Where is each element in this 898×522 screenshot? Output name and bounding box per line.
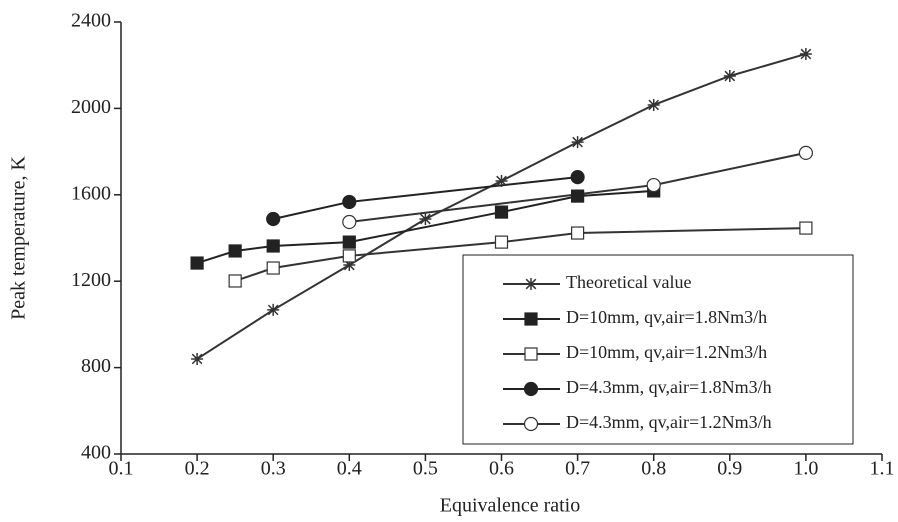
y-axis-label: Peak temperature, K: [8, 156, 30, 320]
x-tick-label: 0.8: [641, 458, 666, 480]
x-tick-label: 0.4: [337, 458, 362, 480]
marker: [494, 205, 509, 219]
legend-label: D=4.3mm, qv,air=1.8Nm3/h: [566, 377, 772, 397]
marker: [523, 416, 539, 432]
x-tick-label: 0.1: [109, 458, 134, 480]
y-tick-label: 2000: [71, 96, 111, 118]
y-tick-label: 1600: [71, 182, 111, 204]
legend-label: D=10mm, qv,air=1.2Nm3/h: [566, 342, 767, 362]
x-tick-label: 0.6: [489, 458, 514, 480]
marker: [799, 221, 813, 235]
marker: [342, 214, 357, 230]
marker: [494, 235, 509, 249]
marker: [525, 278, 537, 290]
legend-label: D=4.3mm, qv,air=1.2Nm3/h: [566, 412, 772, 432]
y-tick-label: 2400: [71, 10, 111, 32]
marker: [523, 381, 539, 397]
marker: [343, 259, 356, 271]
marker: [524, 312, 538, 326]
legend-label: D=10mm, qv,air=1.8Nm3/h: [566, 307, 767, 327]
x-tick-label: 0.3: [261, 458, 286, 480]
marker: [419, 212, 432, 225]
y-tick-label: 400: [81, 442, 111, 464]
legend: Theoretical value D=10mm, qv,air=1.8Nm3/h…: [462, 254, 854, 445]
y-tick-label: 1200: [71, 269, 111, 291]
marker: [723, 70, 736, 82]
x-tick-label: 0.2: [185, 458, 210, 480]
series-line: [196, 189, 654, 265]
marker: [571, 136, 584, 149]
marker: [798, 145, 814, 160]
y-tick-label: 800: [81, 355, 111, 377]
marker: [647, 98, 660, 111]
marker: [342, 194, 357, 210]
marker: [524, 347, 538, 361]
marker: [342, 235, 356, 249]
marker: [495, 174, 508, 187]
marker: [228, 274, 242, 288]
marker: [570, 189, 585, 203]
x-tick-label: 1.1: [870, 458, 895, 480]
marker: [266, 261, 280, 275]
marker: [266, 239, 280, 253]
marker: [266, 211, 281, 227]
x-axis-label: Equivalence ratio: [440, 495, 581, 517]
marker: [190, 256, 204, 270]
marker: [342, 249, 356, 263]
marker: [799, 47, 812, 60]
legend-label: Theoretical value: [566, 272, 691, 292]
x-tick-label: 0.9: [717, 458, 742, 480]
x-tick-label: 0.5: [413, 458, 438, 480]
marker: [191, 352, 204, 365]
marker: [228, 244, 242, 258]
series-line: [349, 151, 807, 224]
marker: [570, 226, 585, 240]
x-tick-label: 0.7: [565, 458, 590, 480]
x-tick-label: 1.0: [793, 458, 818, 480]
marker: [646, 177, 661, 193]
marker: [570, 169, 585, 185]
marker: [267, 303, 280, 316]
